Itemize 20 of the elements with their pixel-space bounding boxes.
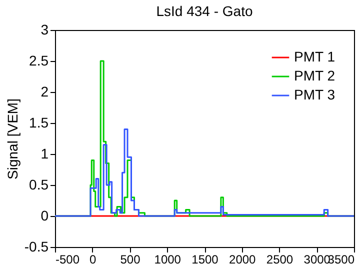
y-tick-label: 1 (40, 146, 49, 162)
legend-label: PMT 2 (294, 68, 336, 84)
legend-label: PMT 1 (294, 48, 336, 64)
x-tick-label: -500 (56, 252, 80, 266)
x-tick-label: 2000 (229, 252, 256, 266)
y-tick-label: 0.5 (29, 176, 49, 192)
chart-title: LsId 434 - Gato (156, 3, 253, 19)
x-tick-label: 500 (120, 252, 141, 266)
y-tick-label: 2.5 (29, 52, 49, 68)
y-tick-label: -0.5 (24, 238, 49, 254)
legend-label: PMT 3 (294, 86, 336, 102)
y-tick-label: 3 (40, 22, 49, 38)
x-tick-label: 1500 (192, 252, 219, 266)
x-tick-label: 0 (90, 252, 97, 266)
x-tick-label: 1000 (154, 252, 182, 266)
y-tick-label: 2 (40, 84, 49, 100)
y-tick-label: 1.5 (29, 114, 49, 130)
y-tick-label: 0 (40, 208, 49, 224)
x-tick-label: 2500 (266, 252, 294, 266)
y-axis-title: Signal [VEM] (4, 98, 20, 180)
